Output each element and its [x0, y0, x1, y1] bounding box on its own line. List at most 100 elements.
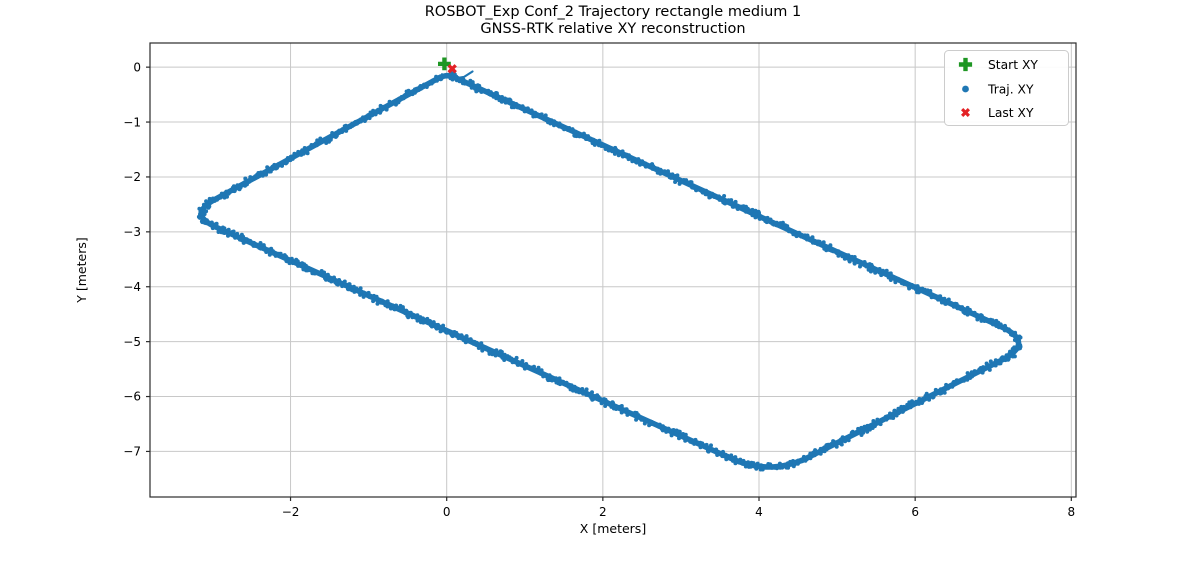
trajectory-dot: [464, 334, 469, 339]
trajectory-dot: [322, 137, 327, 142]
trajectory-dot: [753, 215, 758, 220]
trajectory-dot: [933, 391, 938, 396]
trajectory-dot: [418, 86, 423, 91]
trajectory-dot: [765, 215, 770, 220]
trajectory-dot: [226, 191, 231, 196]
trajectory-dot: [843, 436, 848, 441]
trajectory-dot: [675, 173, 680, 178]
trajectory-dot: [396, 306, 401, 311]
trajectory-dot: [258, 241, 263, 245]
trajectory-dot: [606, 148, 611, 153]
trajectory-dot: [893, 280, 898, 285]
trajectory-dot: [406, 92, 411, 97]
legend-last-x-icon: [961, 108, 970, 117]
trajectory-dot: [899, 404, 904, 409]
trajectory-dot: [340, 127, 345, 132]
trajectory-dot: [991, 361, 996, 366]
trajectory-dot: [841, 252, 846, 257]
trajectory-dot: [474, 89, 479, 94]
trajectory-dot: [286, 258, 291, 263]
trajectory-dot: [350, 121, 355, 126]
trajectory-dot: [721, 449, 725, 454]
trajectory-dot: [967, 307, 972, 312]
trajectory-dot: [512, 105, 517, 110]
trajectory-dot: [724, 457, 729, 462]
trajectory-dot: [946, 300, 951, 305]
trajectory-dot: [268, 169, 273, 174]
trajectory-dot: [505, 97, 510, 102]
trajectory-dot: [770, 221, 775, 226]
trajectory-dot: [782, 225, 787, 230]
trajectory-dot: [609, 146, 614, 151]
trajectory-dot: [318, 136, 323, 141]
trajectory-dot: [233, 235, 238, 240]
trajectory-dot: [578, 390, 582, 395]
trajectory-dot: [936, 297, 941, 302]
trajectory-dot: [948, 383, 953, 388]
trajectory-dot: [732, 204, 737, 209]
trajectory-dot: [664, 429, 669, 434]
trajectory-dot: [538, 371, 543, 376]
trajectory-dot: [381, 104, 386, 109]
trajectory-dot: [510, 360, 515, 365]
trajectory-dot: [808, 451, 813, 456]
trajectory-dot: [400, 308, 405, 313]
trajectory-dot: [459, 333, 464, 338]
trajectory-dot: [733, 199, 738, 204]
trajectory-apex-wisp: [440, 70, 474, 80]
trajectory-dot: [410, 92, 415, 97]
trajectory-dot: [673, 180, 678, 184]
trajectory-dot: [1010, 347, 1015, 351]
trajectory-dot: [828, 243, 833, 248]
trajectory-dot: [818, 451, 823, 456]
trajectory-dot: [776, 465, 781, 470]
trajectory-dot: [580, 387, 585, 391]
trajectory-dot: [667, 428, 672, 433]
trajectory-dot: [394, 303, 399, 308]
start-marker-plus-icon: [438, 57, 451, 71]
trajectory-dot: [218, 195, 223, 200]
trajectory-dot: [860, 260, 865, 265]
trajectory-dot: [533, 113, 538, 118]
y-tick-label: −5: [123, 335, 141, 349]
trajectory-dot: [913, 400, 918, 405]
trajectory-dot: [658, 167, 663, 172]
trajectory-dot: [910, 285, 915, 290]
trajectory-dot: [267, 247, 271, 252]
trajectory-dot: [204, 209, 209, 214]
trajectory-dot: [603, 404, 608, 408]
y-tick-label: −7: [123, 445, 141, 459]
trajectory-dot: [916, 401, 921, 406]
trajectory-dot: [438, 329, 443, 334]
trajectory-dot: [475, 83, 480, 88]
trajectory-dot: [424, 85, 429, 89]
trajectory-dot: [244, 237, 248, 242]
trajectory-dot: [415, 318, 420, 323]
trajectory-dot: [348, 125, 353, 130]
trajectory-dot: [433, 324, 438, 329]
trajectory-dot: [742, 208, 747, 213]
trajectory-dot: [786, 229, 791, 234]
trajectory-dot: [704, 442, 709, 447]
trajectory-dot: [884, 268, 889, 273]
trajectory-dot: [938, 391, 943, 396]
trajectory-dot: [204, 218, 209, 223]
trajectory-dot: [703, 192, 708, 197]
trajectory-dot: [972, 310, 977, 315]
trajectory-dot: [502, 352, 507, 357]
trajectory-dot: [470, 80, 475, 85]
trajectory-dot: [831, 441, 836, 446]
trajectory-dot: [214, 197, 219, 202]
trajectory-dot: [539, 114, 544, 119]
y-tick-label: −4: [123, 280, 141, 294]
trajectory-dot: [495, 93, 500, 98]
legend-start-plus-icon: [958, 57, 973, 72]
trajectory-dot: [831, 249, 835, 254]
trajectory-dot: [249, 241, 254, 246]
trajectory-dot: [908, 405, 913, 410]
legend-label-start: Start XY: [988, 58, 1038, 72]
x-tick-label: 6: [911, 505, 919, 519]
trajectory-dot: [397, 98, 402, 103]
last-marker-x-icon: [447, 64, 457, 74]
